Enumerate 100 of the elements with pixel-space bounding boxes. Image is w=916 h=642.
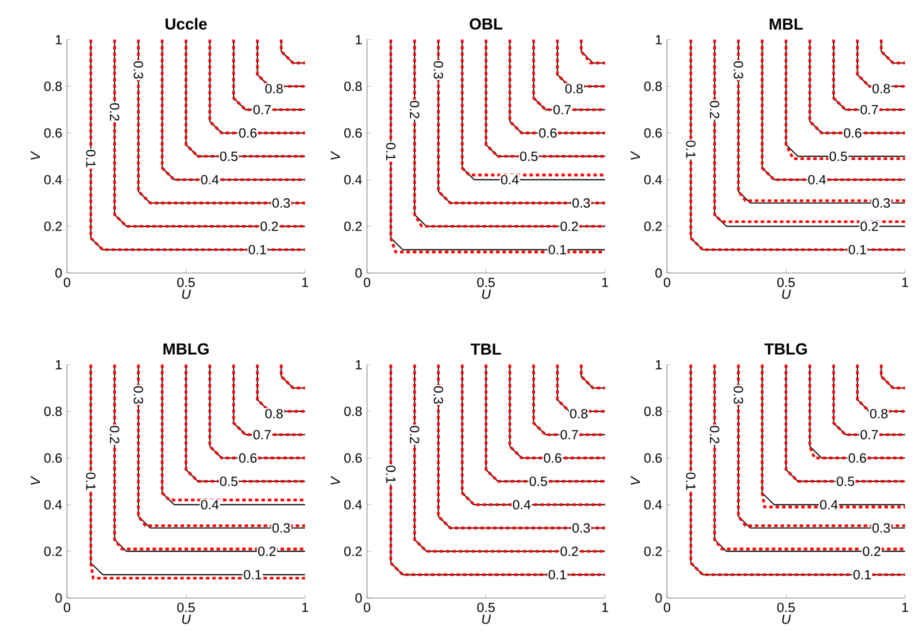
y-axis-title: V: [30, 150, 40, 160]
annotation: 0.2: [560, 222, 578, 232]
x-axis-title: U: [482, 290, 491, 299]
annotation: 0.7: [560, 430, 578, 440]
annotation: 0.3: [434, 61, 444, 79]
annotation: 0.2: [860, 222, 878, 232]
annotation: 0.4: [201, 500, 219, 510]
annotation: 0.5: [836, 476, 854, 486]
annotation: 0.1: [248, 244, 266, 254]
y-tick-label: 0: [355, 593, 362, 603]
y-tick-label: 0.6: [644, 128, 662, 138]
annotation: 0.1: [86, 472, 96, 490]
annotation: 0.1: [386, 142, 396, 160]
annotation: 0.1: [848, 244, 866, 254]
y-tick-label: 0.4: [644, 500, 662, 510]
x-tick-label: 0.5: [777, 602, 795, 612]
y-tick-label: 1: [356, 35, 362, 44]
y-tick-label: 0.8: [44, 82, 62, 92]
annotation: 0.3: [734, 386, 744, 404]
y-tick-label: 0.6: [344, 128, 362, 138]
x-axis-title: U: [182, 290, 191, 299]
annotation: 0.6: [239, 128, 257, 138]
annotation: 0.3: [272, 198, 290, 208]
annotation: 0.7: [253, 104, 271, 114]
y-axis-title: V: [630, 476, 640, 485]
y-axis-title: V: [30, 476, 40, 485]
annotation: 0.4: [820, 500, 838, 510]
annotation: 0.2: [410, 426, 420, 444]
y-tick-label: 0.8: [44, 406, 62, 416]
chart-title: MBLG: [164, 343, 209, 355]
annotation: 0.6: [239, 453, 257, 463]
x-tick-label: 0: [364, 602, 370, 612]
y-axis-title: V: [630, 150, 640, 160]
annotation: 0.1: [686, 472, 696, 490]
annotation: 0.8: [265, 408, 283, 418]
y-tick-label: 1: [56, 35, 62, 44]
x-tick-label: 1: [902, 278, 908, 287]
y-tick-label: 0.2: [344, 222, 362, 232]
y-tick-label: 0.8: [344, 406, 362, 416]
annotation: 0.1: [686, 140, 696, 158]
y-tick-label: 0.4: [644, 174, 662, 184]
y-tick-label: 0.4: [344, 500, 362, 510]
y-tick-label: 0.8: [344, 82, 362, 92]
annotation: 0.1: [548, 570, 566, 580]
annotation: 0.7: [860, 104, 878, 114]
annotation: 0.5: [530, 476, 548, 486]
chart-title: MBL: [770, 18, 803, 30]
annotation: 0.6: [544, 453, 562, 463]
annotation: 0.3: [872, 198, 890, 208]
y-tick-label: 0.6: [644, 453, 662, 463]
x-tick-label: 1: [602, 602, 608, 612]
x-tick-label: 1: [602, 278, 608, 287]
annotation: 0.2: [260, 222, 278, 232]
y-tick-label: 0.6: [44, 128, 62, 138]
annotation: 0.5: [220, 152, 238, 162]
x-tick-label: 1: [902, 602, 908, 612]
annotation: 0.7: [553, 104, 571, 114]
annotation: 0.3: [734, 61, 744, 79]
y-tick-label: 0: [655, 268, 662, 278]
y-tick-label: 0.6: [44, 453, 62, 463]
x-axis-title: U: [782, 614, 791, 624]
annotation: 0.2: [110, 426, 120, 444]
y-tick-label: 0: [55, 268, 62, 278]
y-tick-label: 0: [655, 593, 662, 603]
annotation: 0.4: [512, 500, 531, 510]
annotation: 0.2: [710, 426, 720, 444]
x-tick-label: 0: [664, 278, 670, 288]
annotation: 0.3: [272, 523, 290, 533]
y-tick-label: 0.4: [44, 500, 62, 510]
annotation: 0.3: [572, 198, 590, 208]
annotation: 0.2: [410, 100, 420, 118]
x-tick-label: 0: [64, 278, 70, 288]
annotation: 0.6: [539, 128, 557, 138]
annotation: 0.8: [265, 84, 283, 94]
x-tick-label: 0.5: [177, 278, 195, 288]
chart-title: TBL: [470, 344, 502, 355]
y-tick-label: 0.2: [44, 222, 62, 232]
y-tick-label: 0.2: [644, 222, 662, 232]
x-axis-title: U: [782, 290, 791, 299]
annotation: 0.1: [86, 150, 96, 168]
x-tick-label: 0: [64, 602, 70, 612]
y-tick-label: 1: [656, 35, 662, 44]
annotation: 0.3: [134, 61, 144, 79]
y-tick-label: 0.2: [344, 546, 362, 556]
annotation: 0.2: [560, 546, 578, 556]
annotation: 0.6: [848, 453, 866, 463]
annotation: 0.2: [862, 546, 880, 556]
y-tick-label: 1: [356, 360, 362, 370]
y-tick-label: 0.8: [644, 82, 662, 92]
x-tick-label: 0.5: [177, 602, 195, 612]
y-tick-label: 0.6: [344, 453, 362, 463]
chart-title: Uccle: [166, 18, 207, 30]
x-axis-title: U: [482, 614, 491, 624]
annotation: 0.5: [830, 152, 848, 162]
annotation: 0.2: [258, 546, 276, 556]
x-tick-label: 0: [664, 602, 670, 612]
annotation: 0.2: [110, 103, 120, 121]
annotation: 0.4: [201, 174, 219, 184]
y-tick-label: 1: [656, 360, 662, 370]
annotation: 0.2: [710, 100, 720, 118]
